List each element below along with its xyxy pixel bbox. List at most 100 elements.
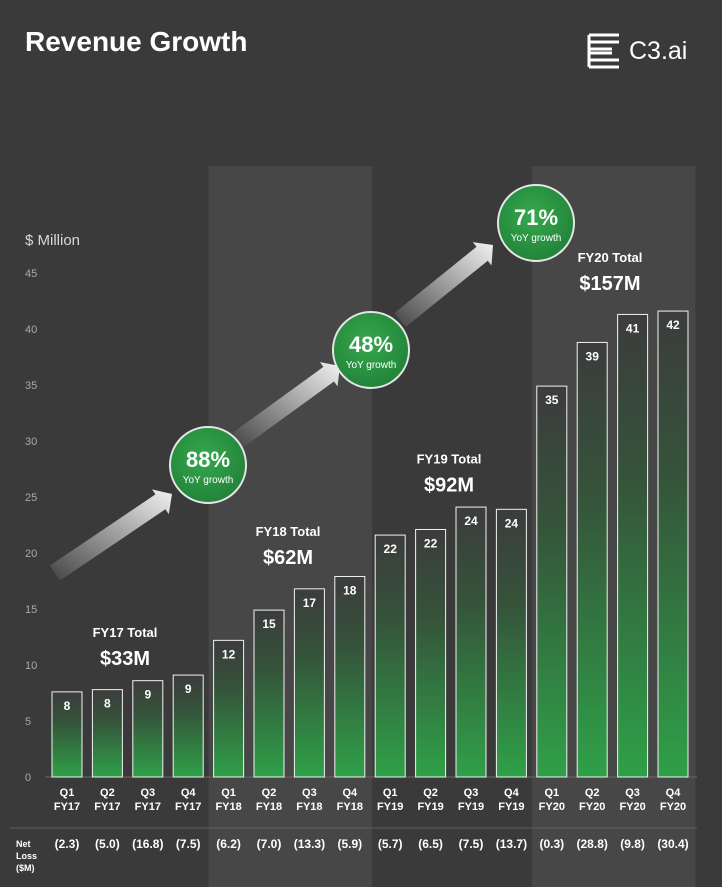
net-loss-value: (0.3) bbox=[539, 837, 564, 851]
fy-total-label: FY18 Total bbox=[256, 524, 321, 539]
net-loss-row-label: Net bbox=[16, 839, 31, 849]
revenue-bar bbox=[213, 639, 245, 778]
y-tick-label: 15 bbox=[25, 604, 37, 616]
x-tick-fiscal-year: FY17 bbox=[175, 801, 201, 813]
revenue-bar bbox=[576, 341, 608, 778]
x-tick-fiscal-year: FY19 bbox=[458, 801, 484, 813]
net-loss-row-label: Loss bbox=[16, 851, 37, 861]
net-loss-value: (13.3) bbox=[294, 837, 325, 851]
page-title: Revenue Growth bbox=[25, 26, 248, 57]
yoy-growth-percent: 48% bbox=[349, 332, 393, 357]
fy-total-value: $92M bbox=[424, 474, 474, 496]
c3-logo: C3.ai bbox=[587, 33, 687, 69]
net-loss-value: (5.9) bbox=[337, 837, 362, 851]
y-tick-label: 35 bbox=[25, 380, 37, 392]
revenue-bar bbox=[51, 691, 83, 778]
x-tick-fiscal-year: FY20 bbox=[619, 801, 645, 813]
fy-total-value: $157M bbox=[579, 273, 640, 295]
yoy-growth-circle bbox=[169, 426, 247, 504]
yoy-growth-label: YoY growth bbox=[183, 475, 234, 486]
net-loss-value: (5.7) bbox=[378, 837, 403, 851]
x-tick-fiscal-year: FY17 bbox=[135, 801, 161, 813]
x-tick-quarter: Q2 bbox=[262, 787, 277, 799]
revenue-bar bbox=[253, 609, 285, 778]
y-tick-label: 10 bbox=[25, 660, 37, 672]
revenue-bar bbox=[374, 534, 406, 778]
yoy-growth-label: YoY growth bbox=[511, 233, 562, 244]
x-tick-quarter: Q4 bbox=[181, 787, 197, 799]
net-loss-value: (9.8) bbox=[620, 837, 645, 851]
x-tick-quarter: Q4 bbox=[666, 787, 682, 799]
x-tick-fiscal-year: FY17 bbox=[94, 801, 120, 813]
yoy-growth-circle bbox=[332, 311, 410, 389]
revenue-bar bbox=[172, 674, 204, 778]
revenue-bar bbox=[455, 506, 487, 778]
bar-value-label: 8 bbox=[104, 697, 111, 711]
x-tick-quarter: Q1 bbox=[544, 787, 559, 799]
bar-value-label: 17 bbox=[303, 596, 317, 610]
y-tick-label: 5 bbox=[25, 716, 31, 728]
bar-value-label: 15 bbox=[262, 617, 276, 631]
x-tick-quarter: Q3 bbox=[302, 787, 317, 799]
x-tick-quarter: Q2 bbox=[423, 787, 438, 799]
fy-total-value: $62M bbox=[263, 547, 313, 569]
net-loss-value: (16.8) bbox=[132, 837, 163, 851]
revenue-bar bbox=[334, 576, 366, 778]
x-tick-quarter: Q4 bbox=[504, 787, 520, 799]
yoy-growth-percent: 71% bbox=[514, 205, 558, 230]
bar-value-label: 9 bbox=[185, 682, 192, 696]
revenue-bar bbox=[495, 508, 527, 778]
bar-value-label: 24 bbox=[464, 514, 478, 528]
x-tick-fiscal-year: FY18 bbox=[337, 801, 363, 813]
x-tick-quarter: Q3 bbox=[625, 787, 640, 799]
bar-value-label: 41 bbox=[626, 321, 640, 335]
x-tick-fiscal-year: FY18 bbox=[296, 801, 322, 813]
x-tick-quarter: Q3 bbox=[140, 787, 155, 799]
bar-value-label: 12 bbox=[222, 647, 236, 661]
revenue-bar bbox=[657, 310, 689, 778]
net-loss-value: (7.5) bbox=[176, 837, 201, 851]
x-tick-fiscal-year: FY20 bbox=[539, 801, 565, 813]
bar-value-label: 35 bbox=[545, 393, 559, 407]
net-loss-value: (7.0) bbox=[257, 837, 282, 851]
revenue-bar bbox=[536, 385, 568, 778]
net-loss-value: (6.2) bbox=[216, 837, 241, 851]
net-loss-value: (5.0) bbox=[95, 837, 120, 851]
x-tick-fiscal-year: FY17 bbox=[54, 801, 80, 813]
net-loss-value: (7.5) bbox=[459, 837, 484, 851]
revenue-bar bbox=[132, 680, 164, 778]
y-tick-label: 40 bbox=[25, 324, 37, 336]
yoy-growth-percent: 88% bbox=[186, 447, 230, 472]
net-loss-value: (30.4) bbox=[657, 837, 688, 851]
growth-arrow bbox=[232, 362, 340, 448]
bar-value-label: 42 bbox=[666, 318, 680, 332]
x-tick-fiscal-year: FY18 bbox=[256, 801, 282, 813]
bar-value-label: 24 bbox=[505, 516, 519, 530]
x-tick-fiscal-year: FY19 bbox=[377, 801, 403, 813]
bar-value-label: 9 bbox=[144, 688, 151, 702]
net-loss-row-label: ($M) bbox=[16, 863, 35, 873]
revenue-bar bbox=[91, 689, 123, 778]
x-tick-fiscal-year: FY19 bbox=[417, 801, 443, 813]
x-tick-fiscal-year: FY19 bbox=[498, 801, 524, 813]
x-tick-fiscal-year: FY18 bbox=[215, 801, 241, 813]
bar-value-label: 8 bbox=[64, 699, 71, 713]
y-tick-label: 30 bbox=[25, 436, 37, 448]
y-tick-label: 0 bbox=[25, 772, 31, 784]
x-tick-quarter: Q2 bbox=[100, 787, 115, 799]
x-tick-fiscal-year: FY20 bbox=[660, 801, 686, 813]
y-tick-label: 25 bbox=[25, 492, 37, 504]
c3-logo-icon bbox=[587, 33, 619, 69]
x-tick-quarter: Q4 bbox=[342, 787, 358, 799]
growth-arrow bbox=[394, 242, 493, 327]
net-loss-value: (6.5) bbox=[418, 837, 443, 851]
x-tick-quarter: Q1 bbox=[221, 787, 236, 799]
x-tick-quarter: Q1 bbox=[383, 787, 398, 799]
x-tick-quarter: Q3 bbox=[464, 787, 479, 799]
bar-value-label: 22 bbox=[424, 536, 438, 550]
bar-value-label: 18 bbox=[343, 584, 357, 598]
net-loss-value: (2.3) bbox=[55, 837, 80, 851]
logo-text: C3.ai bbox=[629, 36, 688, 65]
yoy-growth-label: YoY growth bbox=[346, 360, 397, 371]
bar-value-label: 22 bbox=[384, 542, 398, 556]
